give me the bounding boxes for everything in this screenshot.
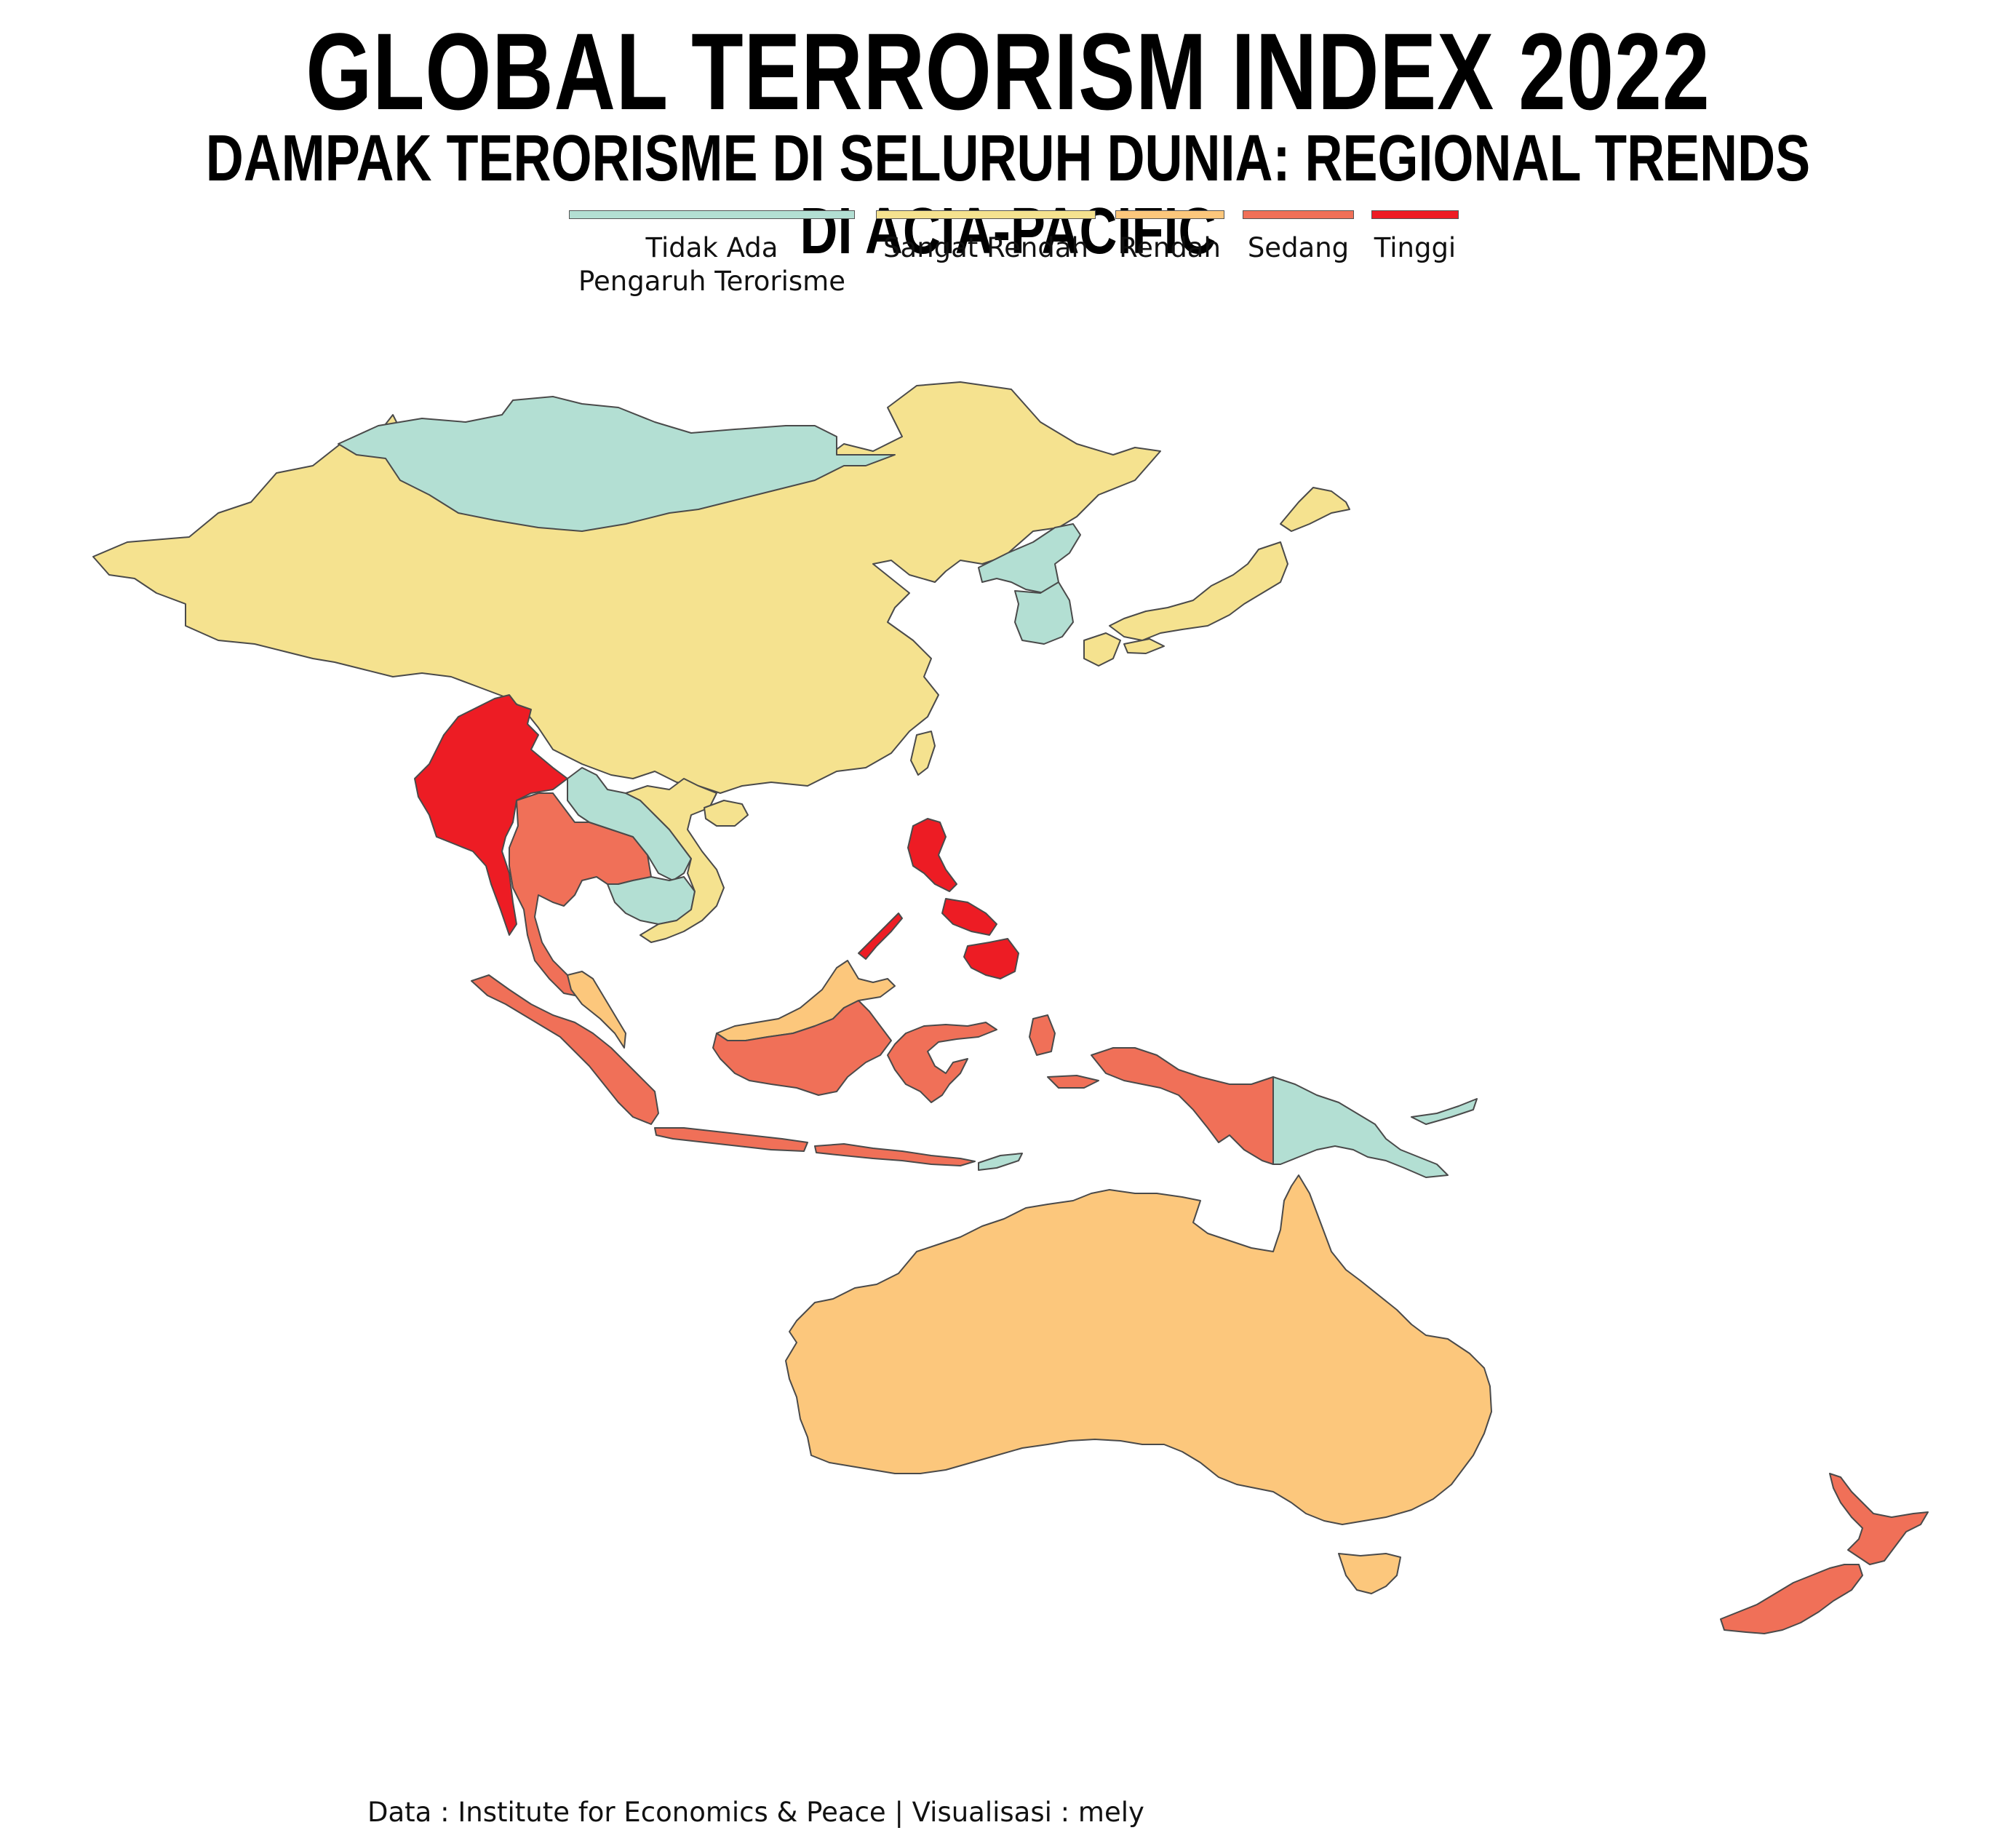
- country-indonesia-seram: [1047, 1075, 1099, 1089]
- legend-label-none-line2: Pengaruh Terorisme: [578, 266, 845, 297]
- country-laos: [567, 767, 692, 881]
- country-papua-new-guinea: [1272, 1076, 1449, 1178]
- country-indonesia-java: [654, 1127, 808, 1152]
- legend-swatch-high: [1371, 210, 1459, 219]
- country-new-zealand-south: [1720, 1564, 1863, 1634]
- country-japan-hokkaido: [1280, 487, 1350, 532]
- country-north-korea: [978, 523, 1081, 594]
- country-philippines-palawan: [858, 912, 903, 960]
- legend-swatch-medium: [1243, 210, 1354, 219]
- country-malaysia-peninsula: [567, 971, 626, 1049]
- country-timor-leste: [978, 1153, 1023, 1171]
- legend-swatch-low: [1115, 210, 1224, 219]
- country-japan-shikoku: [1123, 638, 1165, 654]
- country-vietnam: [625, 778, 725, 943]
- country-indonesia-sunda: [814, 1143, 976, 1166]
- map-title: GLOBAL TERRORISM INDEX 2022: [306, 10, 1710, 132]
- legend-label-low: Rendah: [1119, 232, 1221, 263]
- source-caption: Data : Institute for Economics & Peace |…: [367, 1797, 1144, 1828]
- legend-label-high: Tinggi: [1374, 232, 1457, 263]
- country-indonesia-maluku: [1029, 1014, 1056, 1056]
- legend-swatch-very-low: [876, 210, 1096, 219]
- legend-label-none: Tidak Ada Pengaruh Terorisme: [562, 231, 862, 298]
- legend-swatch-none: [569, 210, 855, 219]
- country-australia-tasmania: [1338, 1553, 1401, 1594]
- country-south-korea: [1014, 581, 1074, 645]
- country-philippines-luzon: [907, 818, 957, 892]
- country-png-new-britain: [1411, 1098, 1478, 1125]
- country-taiwan: [910, 731, 936, 776]
- country-indonesia-papua: [1091, 1047, 1274, 1165]
- country-japan-honshu: [1109, 541, 1288, 641]
- country-china-hainan: [704, 800, 749, 827]
- country-philippines-mindanao: [963, 938, 1019, 979]
- legend-label-very-low: Sangat Rendah: [883, 232, 1088, 263]
- country-indonesia-kalimantan: [712, 1000, 892, 1096]
- country-mongolia: [338, 396, 896, 532]
- country-philippines-visayas: [941, 898, 997, 936]
- country-new-zealand-north: [1829, 1473, 1929, 1565]
- country-indonesia-sumatra: [471, 974, 659, 1125]
- legend-label-medium: Sedang: [1247, 232, 1350, 263]
- country-indonesia-sulawesi: [887, 1022, 997, 1103]
- legend-label-none-line1: Tidak Ada: [645, 232, 778, 263]
- country-japan-kyushu: [1083, 632, 1121, 667]
- map-subtitle: DAMPAK TERORISME DI SELURUH DUNIA: REGIO…: [205, 122, 1811, 268]
- country-australia: [785, 1174, 1492, 1525]
